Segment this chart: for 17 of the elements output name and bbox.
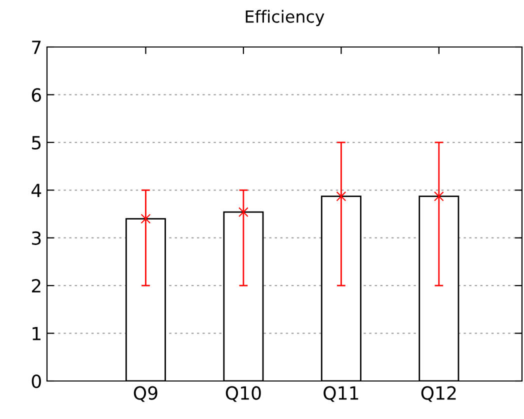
- y-tick-label: 5: [32, 136, 41, 150]
- point: [434, 191, 444, 202]
- point: [238, 207, 248, 218]
- y-tick-label: 3: [32, 231, 41, 245]
- y-tick-label: 7: [32, 40, 41, 54]
- x-tick-label: Q12: [421, 386, 456, 402]
- y-tick-label: 1: [32, 326, 40, 340]
- y-tick-label: 2: [32, 279, 40, 292]
- y-tick-label: 4: [32, 184, 42, 198]
- y-tick-label: 0: [32, 374, 41, 388]
- chart-title: Efficiency: [246, 10, 324, 26]
- point: [336, 191, 346, 202]
- x-tick-label: Q9: [134, 386, 158, 402]
- x-tick-label: Q10: [226, 386, 261, 402]
- point: [140, 214, 151, 224]
- x-tick-label: Q11: [324, 386, 358, 402]
- y-tick-label: 6: [32, 88, 41, 102]
